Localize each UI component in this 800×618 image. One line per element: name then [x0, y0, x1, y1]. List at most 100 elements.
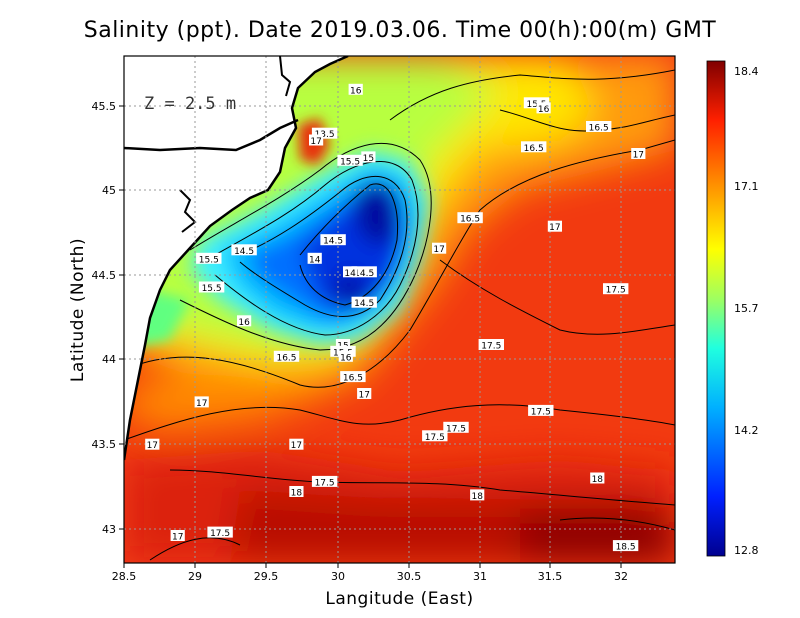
contour-label-text: 18 — [471, 492, 483, 502]
contour-label: 16 — [536, 102, 551, 115]
contour-label-text: 15.5 — [199, 255, 219, 265]
contour-label-bg — [547, 220, 562, 232]
contour-label-text: 15.5 — [202, 284, 222, 294]
contour-label-text: 17.5 — [425, 433, 445, 443]
plot-frame — [123, 55, 676, 564]
y-tick-label: 43.5 — [92, 438, 117, 451]
y-tick-label: 45 — [102, 184, 116, 197]
contour-label: 16.5 — [521, 141, 547, 154]
contour-label-bg — [631, 148, 646, 159]
contour-label: 16.5 — [457, 212, 483, 225]
contour-label-text: 16.5 — [524, 144, 544, 154]
contour-label-text: 16 — [538, 105, 550, 115]
contour-label-text: 17 — [549, 223, 560, 233]
contour-label: 15 — [361, 151, 376, 164]
contour-label-text: 16.5 — [589, 124, 609, 134]
contour-label: 17.5 — [422, 430, 448, 443]
colorbar-label: 18.4 — [734, 65, 759, 78]
colorbar-gradient — [706, 60, 726, 557]
contour-label: 17 — [432, 242, 447, 255]
contour-label: 17 — [194, 396, 209, 409]
contour-label: 17 — [145, 438, 160, 451]
x-tick-label: 28.5 — [112, 570, 137, 583]
contour-label-text: 17.5 — [315, 478, 335, 488]
contour-label-bg — [207, 526, 233, 538]
contour-label: 16 — [237, 315, 252, 328]
contour-label: 17.5 — [528, 404, 554, 417]
contour-label-text: 13.5 — [315, 130, 335, 140]
contour-label-text: 16.5 — [460, 215, 480, 225]
contour-label-text: 17 — [172, 533, 183, 543]
colorbar: 18.4 17.1 15.7 14.2 12.8 — [706, 60, 759, 557]
contour-lines — [124, 69, 675, 561]
contour-label: 16 — [348, 83, 363, 96]
contour-label-text: 18 — [592, 475, 604, 485]
y-tick-label: 44.5 — [92, 269, 117, 282]
contour-label-text: 14.5 — [354, 299, 374, 309]
contour-label-bg — [528, 404, 554, 416]
y-axis-label: Latitude (North) — [68, 237, 88, 383]
contour-label: 17 — [357, 388, 372, 401]
contour-label-bg — [335, 339, 351, 350]
x-tick-marks — [123, 563, 622, 568]
contour-label-bg — [231, 244, 257, 256]
contour-label-text: 17 — [358, 391, 369, 401]
contour-label-bg — [603, 283, 629, 295]
contour-labels: 15.514.51414.514.514.51415.5161515.51616… — [145, 83, 646, 553]
x-tick-label: 30.5 — [397, 570, 422, 583]
y-tick-marks — [119, 105, 124, 530]
contour-label-text: 18.5 — [616, 543, 636, 553]
contour-label: 14.5 — [351, 296, 377, 309]
contour-label-text: 17 — [433, 245, 444, 255]
salinity-field — [124, 56, 675, 563]
contour-label-bg — [337, 154, 363, 166]
contour-label-bg — [170, 530, 185, 541]
contour-label: 17.5 — [443, 421, 469, 434]
contour-label: 18 — [470, 489, 485, 502]
contour-label-bg — [289, 486, 304, 497]
contour-label-bg — [338, 350, 353, 362]
contour-label-bg — [311, 475, 338, 487]
contour-label-bg — [194, 396, 209, 408]
contour-label: 16 — [338, 350, 353, 363]
contour-label: 17 — [547, 220, 562, 233]
contour-label-text: 18 — [291, 489, 303, 499]
contour-label-text: 17.5 — [210, 529, 230, 539]
contour-label-text: 14 — [309, 255, 321, 265]
contour-label-text: 15.5 — [340, 157, 360, 167]
contour-label: 16.5 — [586, 121, 612, 134]
colorbar-label: 15.7 — [734, 302, 759, 315]
x-tick-label: 32 — [614, 570, 628, 583]
contour-label-text: 17 — [633, 151, 644, 161]
contour-label-bg — [348, 83, 363, 95]
contour-label-bg — [536, 102, 551, 114]
contour-label-bg — [432, 242, 447, 254]
contour-label-text: 16 — [238, 318, 250, 328]
contour-label-text: 14.5 — [323, 237, 343, 247]
contour-label: 14.5 — [231, 244, 257, 257]
contour-label-text: 17 — [147, 441, 158, 451]
contour-label-bg — [357, 388, 372, 399]
contour-label: 13.5 — [311, 127, 338, 140]
contour-label-bg — [196, 252, 222, 264]
coastline — [124, 56, 349, 461]
x-tick-label: 29.5 — [254, 570, 279, 583]
contour-label-bg — [145, 438, 160, 450]
x-tick-label: 31.5 — [538, 570, 563, 583]
contour-label: 16.5 — [340, 371, 366, 384]
contour-label-bg — [612, 540, 639, 552]
x-tick-label: 31 — [473, 570, 487, 583]
x-tick-label: 29 — [188, 570, 202, 583]
contour-label: 17.5 — [603, 283, 629, 296]
contour-label-text: 14 — [344, 269, 356, 279]
contour-label: 17 — [289, 438, 304, 451]
contour-label: 14.5 — [351, 266, 377, 279]
contour-label-text: 14.5 — [354, 269, 374, 279]
contour-label-bg — [320, 234, 346, 246]
contour-label: 15.5 — [337, 154, 363, 167]
contour-label-bg — [343, 266, 358, 278]
y-tick-label: 44 — [102, 353, 116, 366]
contour-label-bg — [351, 296, 377, 308]
x-axis-label: Langitude (East) — [325, 589, 474, 609]
